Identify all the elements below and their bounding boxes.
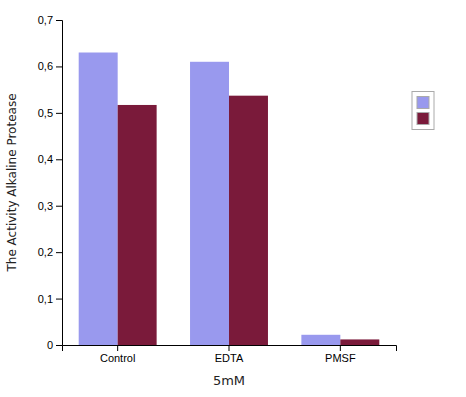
y-tick: 0,7 <box>38 14 62 26</box>
plot: Control EDTA PMSF 0 0,1 0,2 0,3 0,4 0,5 0,6 0,7 <box>38 14 397 364</box>
y-tick: 0 <box>47 339 62 351</box>
y-tick-mark <box>56 299 62 300</box>
y-tick-mark <box>56 159 62 160</box>
y-tick-mark <box>56 206 62 207</box>
y-tick-label: 0 <box>47 339 53 351</box>
x-tick-label: PMSF <box>325 352 356 364</box>
y-tick-mark <box>56 113 62 114</box>
x-axis-title: 5mM <box>213 373 245 388</box>
bar <box>190 62 229 345</box>
chart: Control EDTA PMSF 0 0,1 0,2 0,3 0,4 0,5 0,6 0,7 5mM… <box>0 0 466 397</box>
x-tick-mark <box>117 345 118 351</box>
x-axis-line <box>63 346 397 352</box>
y-tick: 0,6 <box>38 60 62 72</box>
y-tick-mark <box>56 252 62 253</box>
x-axis: Control EDTA PMSF <box>63 345 397 364</box>
y-tick-label: 0,2 <box>38 246 53 258</box>
x-tick: PMSF <box>325 345 356 364</box>
y-axis-line <box>56 21 63 346</box>
x-tick: EDTA <box>215 345 244 364</box>
y-axis-title: The Activity Alkaline Protease <box>5 93 19 272</box>
y-tick-label: 0,3 <box>38 200 53 212</box>
y-tick-mark <box>56 20 62 21</box>
y-tick: 0,4 <box>38 153 62 165</box>
x-tick-mark <box>340 345 341 351</box>
y-tick-mark <box>56 345 62 346</box>
bar <box>301 335 340 345</box>
y-tick: 0,2 <box>38 246 62 258</box>
bar <box>229 96 268 345</box>
legend-swatch <box>417 97 429 109</box>
y-tick: 0,1 <box>38 293 62 305</box>
y-tick-label: 0,4 <box>38 153 53 165</box>
x-tick-label: Control <box>100 352 135 364</box>
x-tick-label: EDTA <box>215 352 244 364</box>
x-tick: Control <box>100 345 135 364</box>
y-tick-label: 0,6 <box>38 60 53 72</box>
y-axis: 0 0,1 0,2 0,3 0,4 0,5 0,6 0,7 <box>38 14 63 351</box>
y-tick-label: 0,1 <box>38 293 53 305</box>
bar <box>79 53 118 346</box>
bar <box>118 105 157 345</box>
y-tick-label: 0,7 <box>38 14 53 26</box>
bars <box>79 53 380 346</box>
y-tick: 0,5 <box>38 107 62 119</box>
y-tick-mark <box>56 66 62 67</box>
legend <box>412 92 434 130</box>
legend-swatch <box>417 113 429 125</box>
bar <box>340 339 379 345</box>
y-tick-label: 0,5 <box>38 107 53 119</box>
y-tick: 0,3 <box>38 200 62 212</box>
legend-frame <box>412 92 434 130</box>
x-tick-mark <box>229 345 230 351</box>
